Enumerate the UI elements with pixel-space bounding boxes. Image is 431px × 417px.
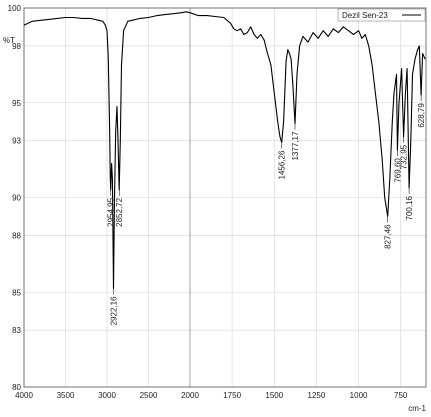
x-axis-label: cm-1 xyxy=(408,404,426,413)
plot-frame xyxy=(23,7,427,388)
y-axis-label: %T xyxy=(3,36,15,45)
x-tick-label: 1500 xyxy=(265,391,283,400)
y-tick-label: 90 xyxy=(12,194,21,203)
x-tick-label: 2000 xyxy=(181,391,199,400)
grid-layer xyxy=(23,7,426,388)
x-tick-label: 1750 xyxy=(223,391,241,400)
peak-label: 1456,26 xyxy=(278,150,287,179)
peak-label: 1377,17 xyxy=(291,131,300,160)
peak-label: 2954,95 xyxy=(107,197,116,226)
peak-label: 700,16 xyxy=(405,195,414,220)
series-layer xyxy=(23,11,426,290)
peak-label: 827,46 xyxy=(384,224,393,249)
y-tick-label: 88 xyxy=(12,231,21,240)
x-tick-label: 750 xyxy=(394,391,408,400)
peak-label: 2922,16 xyxy=(109,296,118,325)
legend-box xyxy=(337,8,426,22)
peak-label: 769,60 xyxy=(393,158,402,183)
legend: Dezil Sen-23 xyxy=(337,8,426,22)
x-tick-label: 3000 xyxy=(98,391,116,400)
peak-label: 2852,72 xyxy=(115,197,124,226)
y-tick-label: 93 xyxy=(12,137,21,146)
x-tick-label: 2500 xyxy=(140,391,158,400)
x-tick-label: 1250 xyxy=(308,391,326,400)
y-tick-label: 80 xyxy=(12,383,21,392)
peak-label: 732,95 xyxy=(400,144,409,169)
x-tick-label: 4000 xyxy=(15,391,33,400)
x-tick-label: 1000 xyxy=(350,391,368,400)
y-tick-label: 100 xyxy=(8,4,22,13)
legend-series-name: Dezil Sen-23 xyxy=(342,11,388,20)
y-tick-label: 95 xyxy=(12,99,21,108)
peak-label: 628,79 xyxy=(417,103,426,128)
x-tick-label: 3500 xyxy=(57,391,75,400)
spectrum-line xyxy=(23,11,426,290)
y-tick-label: 98 xyxy=(12,42,21,51)
y-tick-label: 85 xyxy=(12,288,21,297)
y-tick-label: 83 xyxy=(12,326,21,335)
peak-annotations: 2954,95 2922,16 2852,72 1456,26 1377,17 827,4… xyxy=(107,95,426,325)
tick-labels: 80 83 85 88 90 93 95 98 100 4000 3500 3000 2500 2000 1… xyxy=(8,4,408,400)
